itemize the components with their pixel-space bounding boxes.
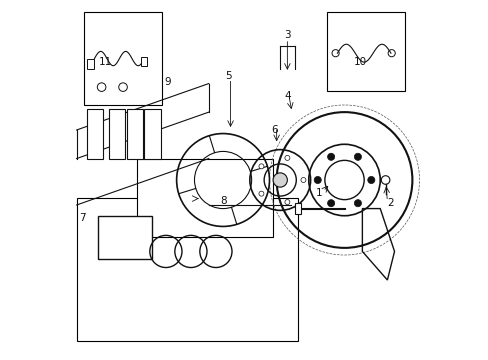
Text: 6: 6 (271, 125, 278, 135)
Text: 3: 3 (284, 30, 290, 40)
Circle shape (300, 177, 305, 183)
Circle shape (354, 153, 361, 160)
Text: 9: 9 (164, 77, 171, 87)
Bar (141, 57, 147, 66)
Circle shape (327, 200, 334, 207)
Circle shape (259, 164, 264, 169)
Text: 7: 7 (79, 212, 85, 222)
Text: 5: 5 (224, 71, 231, 81)
Bar (108, 109, 124, 158)
Circle shape (313, 176, 321, 184)
Text: 8: 8 (219, 197, 226, 206)
Circle shape (285, 199, 289, 204)
Bar (77, 198, 298, 341)
Bar (126, 109, 142, 158)
Text: 11: 11 (99, 57, 112, 67)
Circle shape (354, 200, 361, 207)
Bar (326, 12, 405, 91)
Bar (98, 216, 151, 258)
Bar (294, 203, 300, 214)
Text: 2: 2 (387, 198, 393, 208)
Circle shape (327, 153, 334, 160)
Bar (87, 59, 94, 69)
Bar (137, 158, 272, 237)
Text: 1: 1 (316, 188, 322, 198)
Circle shape (272, 173, 287, 187)
Text: 10: 10 (353, 57, 366, 67)
Text: 4: 4 (284, 91, 290, 101)
Circle shape (285, 156, 289, 161)
Bar (144, 109, 160, 158)
Circle shape (367, 176, 374, 184)
Bar (83, 12, 162, 105)
Bar (87, 109, 103, 158)
Circle shape (259, 191, 264, 196)
